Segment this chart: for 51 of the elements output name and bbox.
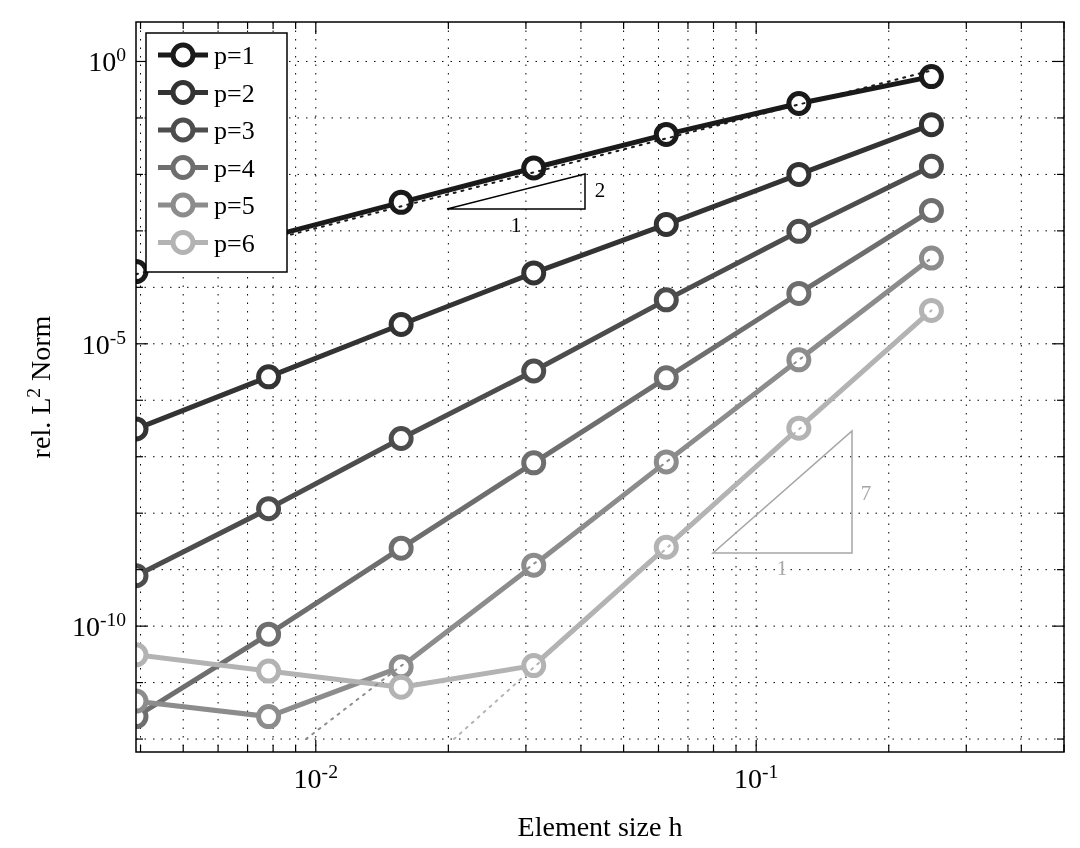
point — [786, 161, 812, 187]
point — [918, 245, 944, 271]
point — [521, 155, 547, 181]
annotation: 7 — [860, 481, 872, 505]
point — [786, 91, 812, 117]
point — [388, 535, 414, 561]
point — [521, 358, 547, 384]
y-tick-label: 10$^{0}$ — [88, 43, 127, 78]
point — [918, 64, 944, 90]
point — [256, 621, 282, 647]
y-tick-label: 10$^{-10}$ — [71, 608, 127, 643]
point — [653, 449, 679, 475]
point — [918, 112, 944, 138]
x-tick-label: 10$^{-2}$ — [293, 760, 338, 794]
point — [653, 534, 679, 560]
point — [256, 364, 282, 390]
point — [653, 365, 679, 391]
point — [521, 260, 547, 286]
annotation: 1 — [776, 556, 788, 580]
point — [786, 280, 812, 306]
legend-label: p=2 — [214, 78, 255, 108]
annotation: 1 — [510, 213, 522, 237]
legend-label: p=4 — [214, 153, 255, 183]
point — [653, 211, 679, 237]
point — [918, 197, 944, 223]
point — [388, 426, 414, 452]
point — [786, 415, 812, 441]
x-tick-label: 10$^{-1}$ — [734, 760, 779, 794]
point — [653, 287, 679, 313]
point — [521, 653, 547, 679]
legend-label: p=1 — [214, 41, 255, 70]
point — [256, 658, 282, 684]
annotation: 2 — [594, 178, 606, 202]
point — [521, 552, 547, 578]
point — [256, 704, 282, 730]
point — [521, 450, 547, 476]
point — [786, 347, 812, 373]
point — [918, 153, 944, 179]
point — [388, 654, 414, 680]
point — [256, 496, 282, 522]
point — [786, 218, 812, 244]
legend-label: p=3 — [214, 116, 255, 145]
point — [388, 189, 414, 215]
point — [918, 297, 944, 323]
point — [388, 674, 414, 700]
point — [653, 121, 679, 147]
point — [388, 311, 414, 337]
y-tick-label: 10$^{-5}$ — [81, 326, 127, 360]
legend-label: p=5 — [214, 191, 255, 220]
legend-label: p=6 — [214, 228, 255, 258]
x-axis-title: Element size h — [517, 811, 683, 842]
